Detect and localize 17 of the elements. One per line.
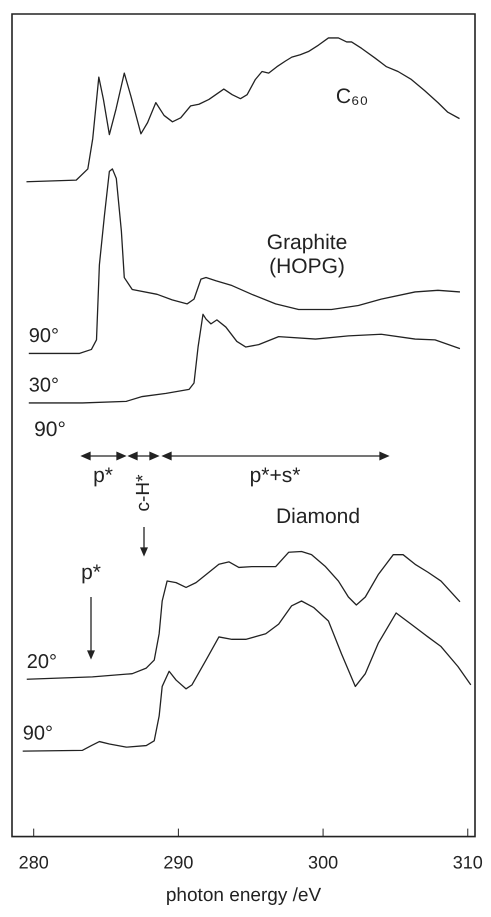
x-axis-title: photon energy /eV: [166, 884, 322, 906]
x-tick-label: 300: [308, 852, 338, 872]
annotation: Graphite (HOPG): [266, 230, 348, 278]
series-label: 30°: [28, 374, 60, 396]
x-tick-label: 280: [18, 852, 49, 872]
series-label: 90°: [22, 722, 53, 745]
legend-label: 20°: [26, 650, 58, 673]
x-tick-label: 290: [163, 852, 194, 872]
x-tick-label: 310: [452, 852, 483, 872]
annotation: Diamond: [276, 504, 360, 528]
annotation: 90°: [34, 418, 66, 441]
annotation: p*: [81, 560, 101, 584]
series-label: 90°: [28, 324, 60, 347]
annotation: c-H*: [133, 474, 154, 512]
annotation: p*+s*: [250, 464, 300, 487]
annotation: p*: [93, 464, 113, 487]
annotation: C₆₀: [336, 84, 368, 108]
